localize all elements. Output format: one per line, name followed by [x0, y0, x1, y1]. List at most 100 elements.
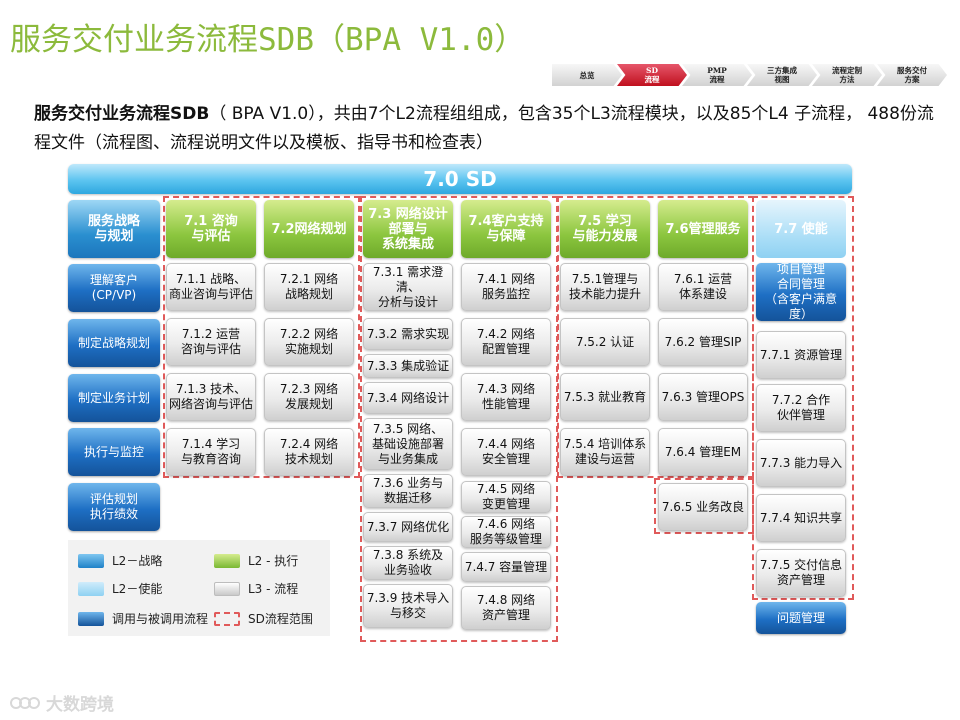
process-2-1[interactable]: 7.2.1 网络 战略规划: [264, 263, 354, 311]
process-7-3[interactable]: 7.7.2 合作 伙伴管理: [756, 384, 846, 432]
process-5-3[interactable]: 7.5.3 就业教育: [560, 373, 650, 421]
strategy-process[interactable]: 制定业务计划: [68, 374, 160, 422]
process-2-4-label: 7.2.4 网络 技术规划: [279, 437, 339, 466]
process-3-8[interactable]: 7.3.8 系统及 业务验收: [363, 546, 453, 580]
process-7-4-label: 7.7.3 能力导入: [759, 455, 843, 470]
process-1-3[interactable]: 7.1.3 技术、 网络咨询与评估: [166, 373, 256, 421]
strategy-header-label: 服务战略 与规划: [87, 214, 140, 244]
process-4-3[interactable]: 7.4.3 网络 性能管理: [461, 373, 551, 421]
process-6-3[interactable]: 7.6.3 管理OPS: [658, 373, 748, 421]
process-2-3-label: 7.2.3 网络 发展规划: [279, 382, 339, 411]
process-4-6[interactable]: 7.4.6 网络 服务等级管理: [461, 516, 551, 548]
process-3-5-label: 7.3.5 网络、 基础设施部署 与业务集成: [371, 421, 444, 466]
process-1-2-label: 7.1.2 运营 咨询与评估: [180, 327, 241, 356]
sd-banner: 7.0 SD: [68, 164, 852, 194]
strategy-process-label: 制定战略规划: [77, 335, 150, 350]
process-7-1[interactable]: 项目管理 合同管理 （含客户满意度）: [756, 262, 846, 321]
process-6-5[interactable]: 7.6.5 业务改良: [658, 483, 748, 531]
process-4-7[interactable]: 7.4.7 容量管理: [461, 552, 551, 582]
nav-step-customization[interactable]: 流程定制 方法: [812, 64, 882, 86]
process-3-1[interactable]: 7.3.1 需求澄清、 分析与设计: [363, 263, 453, 311]
legend-label: L2－战略: [112, 554, 163, 568]
group-header-2[interactable]: 7.2网络规划: [264, 200, 354, 258]
group-header-4[interactable]: 7.4客户支持 与保障: [461, 200, 551, 258]
process-7-1-label: 项目管理 合同管理 （含客户满意度）: [764, 262, 837, 321]
group-header-4-label: 7.4客户支持 与保障: [468, 214, 544, 244]
process-7-2[interactable]: 7.7.1 资源管理: [756, 331, 846, 379]
process-7-6[interactable]: 7.7.5 交付信息 资产管理: [756, 549, 846, 597]
nav-step-label: 流程定制 方法: [832, 66, 862, 84]
process-3-4[interactable]: 7.3.4 网络设计: [363, 382, 453, 414]
process-3-5[interactable]: 7.3.5 网络、 基础设施部署 与业务集成: [363, 418, 453, 470]
strategy-process[interactable]: 执行与监控: [68, 428, 160, 476]
group-header-1[interactable]: 7.1 咨询 与评估: [166, 200, 256, 258]
strategy-process[interactable]: 理解客户 (CP/VP): [68, 264, 160, 312]
group-header-3-label: 7.3 网络设计 部署与 系统集成: [368, 206, 448, 252]
process-6-4-label: 7.6.4 管理EM: [664, 444, 742, 459]
process-7-5[interactable]: 7.7.4 知识共享: [756, 494, 846, 542]
process-3-2[interactable]: 7.3.2 需求实现: [363, 318, 453, 350]
process-1-4[interactable]: 7.1.4 学习 与教育咨询: [166, 428, 256, 476]
strategy-process-label: 评估规划 执行绩效: [89, 492, 138, 521]
legend-item: 调用与被调用流程: [78, 610, 208, 627]
process-3-9[interactable]: 7.3.9 技术导入 与移交: [363, 584, 453, 628]
process-3-7[interactable]: 7.3.7 网络优化: [363, 512, 453, 542]
process-4-1[interactable]: 7.4.1 网络 服务监控: [461, 263, 551, 311]
intro-bold: 服务交付业务流程SDB: [34, 104, 210, 124]
process-3-9-label: 7.3.9 技术导入 与移交: [366, 591, 450, 620]
process-7-4[interactable]: 7.7.3 能力导入: [756, 439, 846, 487]
process-5-4[interactable]: 7.5.4 培训体系 建设与运营: [560, 428, 650, 476]
legend-item: L2－使能: [78, 580, 162, 597]
strategy-header[interactable]: 服务战略 与规划: [68, 200, 160, 258]
legend-label: L3 - 流程: [248, 582, 299, 596]
group-header-6-label: 7.6管理服务: [665, 221, 741, 237]
process-5-2[interactable]: 7.5.2 认证: [560, 318, 650, 366]
process-2-4[interactable]: 7.2.4 网络 技术规划: [264, 428, 354, 476]
process-6-1[interactable]: 7.6.1 运营 体系建设: [658, 263, 748, 311]
process-7-3-label: 7.7.2 合作 伙伴管理: [771, 393, 831, 422]
process-1-1[interactable]: 7.1.1 战略、 商业咨询与评估: [166, 263, 256, 311]
nav-step-sd[interactable]: SD 流程: [617, 64, 687, 86]
process-4-7-label: 7.4.7 容量管理: [464, 559, 548, 574]
process-4-4[interactable]: 7.4.4 网络 安全管理: [461, 428, 551, 476]
process-3-4-label: 7.3.4 网络设计: [366, 390, 450, 405]
process-4-6-label: 7.4.6 网络 服务等级管理: [469, 517, 542, 546]
strategy-process[interactable]: 制定战略规划: [68, 319, 160, 367]
process-4-8[interactable]: 7.4.8 网络 资产管理: [461, 586, 551, 630]
process-7-2-label: 7.7.1 资源管理: [759, 347, 843, 362]
process-7-7[interactable]: 问题管理: [756, 602, 846, 634]
process-6-4[interactable]: 7.6.4 管理EM: [658, 428, 748, 476]
process-3-3[interactable]: 7.3.3 集成验证: [363, 354, 453, 378]
process-5-1[interactable]: 7.5.1管理与 技术能力提升: [560, 263, 650, 311]
legend-swatch-enable: [78, 581, 104, 596]
nav-step-pmp[interactable]: PMP 流程: [682, 64, 752, 86]
nav-step-solution[interactable]: 服务交付 方案: [877, 64, 947, 86]
process-6-1-label: 7.6.1 运营 体系建设: [673, 272, 733, 301]
process-6-2-label: 7.6.2 管理SIP: [664, 334, 742, 349]
process-6-2[interactable]: 7.6.2 管理SIP: [658, 318, 748, 366]
nav-step-label: PMP 流程: [707, 66, 727, 84]
group-header-5-label: 7.5 学习 与能力发展: [572, 214, 638, 244]
process-3-1-label: 7.3.1 需求澄清、 分析与设计: [372, 264, 444, 309]
legend-item: SD流程范围: [214, 610, 313, 627]
legend-label: SD流程范围: [248, 612, 313, 626]
process-4-5[interactable]: 7.4.5 网络 变更管理: [461, 481, 551, 513]
group-header-6[interactable]: 7.6管理服务: [658, 200, 748, 258]
legend-swatch-execute: [214, 553, 240, 568]
group-header-5[interactable]: 7.5 学习 与能力发展: [560, 200, 650, 258]
process-2-3[interactable]: 7.2.3 网络 发展规划: [264, 373, 354, 421]
process-1-4-label: 7.1.4 学习 与教育咨询: [180, 437, 241, 466]
process-4-5-label: 7.4.5 网络 变更管理: [476, 482, 536, 511]
legend-swatch-l3: [214, 581, 240, 596]
process-4-2[interactable]: 7.4.2 网络 配置管理: [461, 318, 551, 366]
process-1-2[interactable]: 7.1.2 运营 咨询与评估: [166, 318, 256, 366]
process-3-7-label: 7.3.7 网络优化: [366, 519, 450, 534]
process-3-6[interactable]: 7.3.6 业务与 数据迁移: [363, 474, 453, 508]
nav-step-overview[interactable]: 总览: [552, 64, 622, 86]
group-header-7[interactable]: 7.7 使能: [756, 200, 846, 258]
group-header-2-label: 7.2网络规划: [271, 221, 347, 237]
strategy-process[interactable]: 评估规划 执行绩效: [68, 483, 160, 531]
group-header-3[interactable]: 7.3 网络设计 部署与 系统集成: [363, 200, 453, 258]
nav-step-integration[interactable]: 三方集成 视图: [747, 64, 817, 86]
process-2-2[interactable]: 7.2.2 网络 实施规划: [264, 318, 354, 366]
